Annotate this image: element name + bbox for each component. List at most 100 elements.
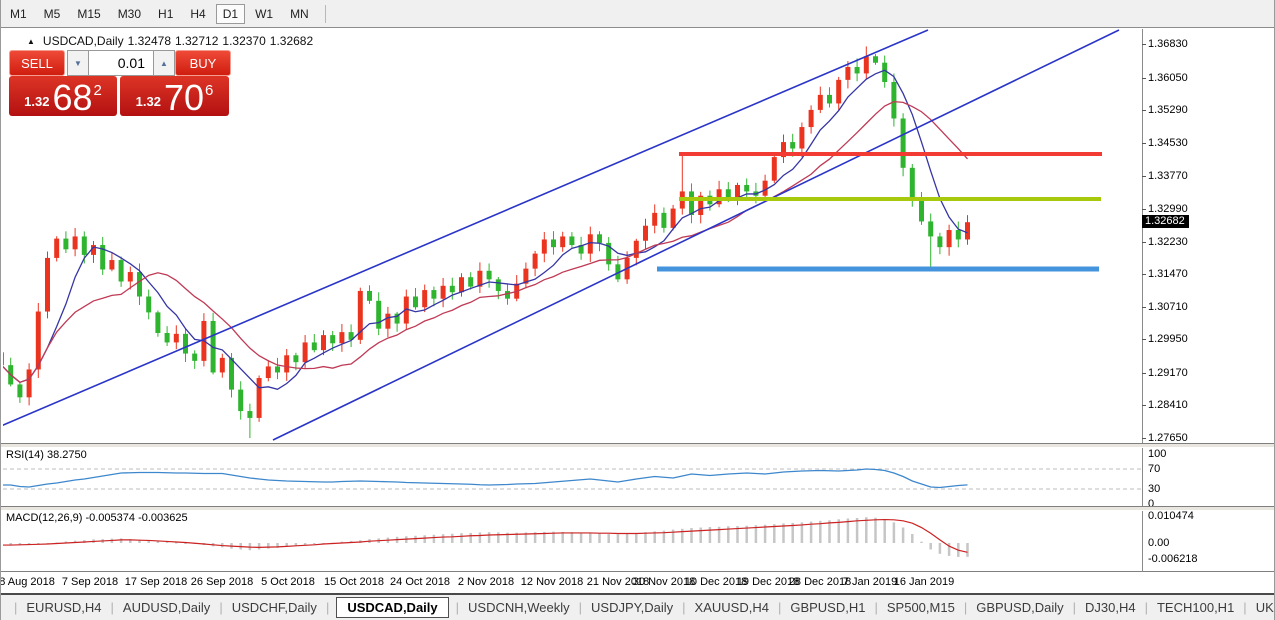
lot-increase-button[interactable]: ▲	[153, 50, 175, 76]
date-axis-label: 12 Nov 2018	[520, 576, 584, 588]
date-axis-label: 26 Sep 2018	[190, 576, 254, 588]
chart-tab-usdchf[interactable]: USDCHF,Daily	[231, 600, 317, 615]
price-tick	[1142, 372, 1146, 374]
buy-button[interactable]: BUY	[175, 50, 231, 76]
chart-tab-usdjpy[interactable]: USDJPY,Daily	[591, 600, 674, 615]
date-axis-label: 24 Oct 2018	[390, 576, 450, 588]
lot-size-input[interactable]: 0.01	[89, 50, 153, 76]
tab-separator: |	[219, 600, 223, 615]
tab-separator: |	[14, 600, 18, 615]
date-axis-label: 28 Dec 2018	[788, 576, 852, 588]
price-axis-label: 1.29950	[1148, 333, 1188, 346]
tab-separator: |	[1243, 600, 1247, 615]
candles-layer	[1, 29, 1120, 441]
tab-separator: |	[1144, 600, 1148, 615]
macd-label: MACD(12,26,9) -0.005374 -0.003625	[6, 512, 188, 524]
timeframe-button-h1[interactable]: H1	[158, 6, 174, 21]
sell-price-sup: 2	[93, 82, 102, 99]
date-axis-label: 7 Sep 2018	[61, 576, 119, 588]
chart-tab-usdcad[interactable]: USDCAD,Daily	[336, 597, 449, 618]
chart-tab-xauusd[interactable]: XAUUSD,H4	[694, 600, 769, 615]
lot-decrease-button[interactable]: ▼	[67, 50, 89, 76]
price-tick	[1142, 339, 1146, 341]
price-axis-label: 1.27650	[1148, 432, 1188, 445]
timeframe-button-m30[interactable]: M30	[117, 6, 142, 21]
date-axis-label: 2 Nov 2018	[457, 576, 515, 588]
price-tick	[1142, 306, 1146, 308]
date-axis-label: 10 Dec 2018	[684, 576, 748, 588]
price-axis-border	[1142, 29, 1143, 572]
price-axis-label: 1.36830	[1148, 38, 1188, 51]
ohlc-high: 1.32712	[175, 34, 219, 48]
collapse-panel-icon[interactable]: ▲	[27, 37, 35, 46]
timeframe-button-w1[interactable]: W1	[255, 6, 274, 21]
chart-tab-usdcnh[interactable]: USDCNH,Weekly	[468, 600, 570, 615]
timeframe-button-d1[interactable]: D1	[215, 3, 246, 24]
tab-separator: |	[1072, 600, 1077, 615]
price-axis-label: 1.29170	[1148, 366, 1188, 379]
date-axis-label: 28 Aug 2018	[1, 576, 55, 588]
tab-separator: |	[578, 600, 583, 615]
price-tick	[1142, 175, 1146, 177]
sell-price-prefix: 1.32	[24, 94, 50, 109]
rsi-axis-label: 100	[1148, 448, 1167, 460]
chart-title: ▲ USDCAD,Daily 1.32478 1.32712 1.32370 1.3268…	[27, 34, 317, 48]
date-axis-label: 7 Jan 2019	[842, 576, 898, 588]
date-axis-label: 19 Dec 2018	[736, 576, 800, 588]
xaxis-border	[1, 571, 1274, 572]
chart-tab-audusd[interactable]: AUDUSD,Daily	[122, 600, 211, 615]
price-axis-label: 1.32990	[1148, 203, 1188, 215]
tab-separator: |	[325, 600, 330, 615]
channel-top[interactable]	[1, 29, 929, 427]
date-axis-label: 5 Oct 2018	[261, 576, 315, 588]
chart-tab-ukoil[interactable]: UKOil,H1	[1255, 600, 1274, 615]
rsi-label: RSI(14) 38.2750	[6, 449, 87, 461]
buy-price-big: 70	[163, 77, 204, 119]
price-axis-label: 1.31470	[1148, 268, 1188, 281]
rsi-axis-label: 0	[1148, 498, 1155, 510]
price-axis-label: 1.36050	[1148, 71, 1188, 84]
tab-separator: |	[777, 600, 782, 615]
tab-separator: |	[110, 600, 114, 615]
price-tick	[1142, 274, 1146, 276]
macd-axis-label: 0.00	[1148, 537, 1170, 549]
timeframe-button-m1[interactable]: M1	[10, 6, 27, 21]
chart-tab-sp500[interactable]: SP500,M15	[886, 600, 955, 615]
tab-separator: |	[963, 600, 968, 615]
timeframe-button-m5[interactable]: M5	[43, 6, 61, 21]
timeframe-button-h4[interactable]: H4	[190, 6, 206, 21]
price-axis-label: 1.30710	[1148, 300, 1188, 313]
tab-separator: |	[874, 600, 878, 615]
pane-separator[interactable]	[1, 506, 1274, 511]
timeframe-toolbar: M1 M5 M15 M30 H1 H4 D1 W1 MN	[1, 0, 1274, 28]
chart-tab-eurusd[interactable]: EURUSD,H4	[26, 600, 102, 615]
chart-tab-dj30[interactable]: DJ30,H4	[1085, 600, 1136, 615]
rsi-layer	[3, 468, 1142, 490]
price-tick	[1142, 405, 1146, 407]
ohlc-open: 1.32478	[127, 34, 171, 48]
toolbar-separator	[324, 4, 326, 23]
main-chart-svg[interactable]	[1, 29, 1275, 592]
buy-price-display[interactable]: 1.32 70 6	[120, 76, 229, 116]
chart-tab-gbpusd[interactable]: GBPUSD,Daily	[976, 600, 1064, 615]
price-tick	[1142, 77, 1146, 79]
price-axis-label: 1.34530	[1148, 136, 1188, 149]
pane-separator[interactable]	[1, 443, 1274, 448]
price-tick	[1142, 209, 1146, 210]
rsi-axis-label: 70	[1148, 463, 1161, 475]
spin-down-icon: ▼	[74, 58, 82, 68]
chart-tab-tech100[interactable]: TECH100,H1	[1156, 600, 1235, 615]
timeframe-button-m15[interactable]: M15	[77, 6, 101, 21]
sell-price-big: 68	[52, 77, 93, 119]
sell-button[interactable]: SELL	[9, 50, 65, 76]
rsi-line	[3, 468, 968, 489]
chart-tab-gbpusd[interactable]: GBPUSD,H1	[790, 600, 866, 615]
ohlc-close: 1.32682	[269, 34, 314, 48]
sell-price-display[interactable]: 1.32 68 2	[9, 76, 117, 116]
timeframe-button-mn[interactable]: MN	[290, 6, 309, 21]
price-tick	[1142, 241, 1146, 243]
macd-axis-label: 0.010474	[1148, 510, 1194, 522]
spin-up-icon: ▲	[160, 58, 168, 68]
channel-bottom[interactable]	[272, 29, 1120, 441]
